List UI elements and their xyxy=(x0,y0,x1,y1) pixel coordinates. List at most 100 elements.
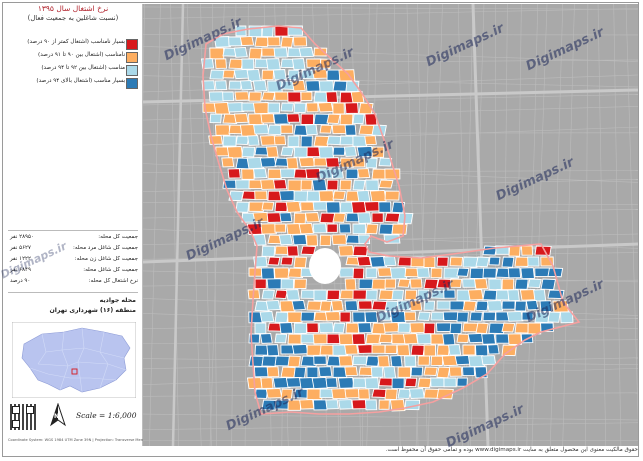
block-polygon[interactable] xyxy=(378,179,394,189)
block-polygon[interactable] xyxy=(247,135,260,146)
block-polygon[interactable] xyxy=(456,311,469,323)
block-polygon[interactable] xyxy=(473,278,489,290)
block-polygon[interactable] xyxy=(344,344,359,355)
block-polygon[interactable] xyxy=(287,333,304,345)
block-polygon[interactable] xyxy=(280,344,295,355)
block-polygon[interactable] xyxy=(423,278,439,290)
block-polygon[interactable] xyxy=(313,113,330,126)
block-polygon[interactable] xyxy=(396,300,411,311)
block-polygon[interactable] xyxy=(332,102,345,115)
block-polygon[interactable] xyxy=(306,322,319,334)
block-polygon[interactable] xyxy=(430,311,445,321)
block-polygon[interactable] xyxy=(280,102,294,112)
block-polygon[interactable] xyxy=(357,344,375,354)
block-polygon[interactable] xyxy=(312,223,327,234)
block-polygon[interactable] xyxy=(274,289,288,300)
block-polygon[interactable] xyxy=(357,300,373,310)
block-polygon[interactable] xyxy=(423,388,440,399)
block-polygon[interactable] xyxy=(365,179,379,191)
block-polygon[interactable] xyxy=(332,146,346,156)
block-polygon[interactable] xyxy=(469,311,483,322)
block-polygon[interactable] xyxy=(442,311,460,321)
block-polygon[interactable] xyxy=(383,322,400,333)
block-polygon[interactable] xyxy=(209,47,225,60)
block-polygon[interactable] xyxy=(352,135,367,147)
block-polygon[interactable] xyxy=(267,168,283,179)
block-polygon[interactable] xyxy=(252,80,268,92)
block-polygon[interactable] xyxy=(318,322,335,334)
block-polygon[interactable] xyxy=(272,69,287,81)
block-polygon[interactable] xyxy=(430,377,445,388)
block-polygon[interactable] xyxy=(404,289,418,301)
block-polygon[interactable] xyxy=(358,278,375,290)
block-polygon[interactable] xyxy=(423,256,436,268)
block-polygon[interactable] xyxy=(261,91,276,101)
block-polygon[interactable] xyxy=(352,355,368,366)
block-polygon[interactable] xyxy=(514,300,527,312)
block-polygon[interactable] xyxy=(338,267,355,278)
block-polygon[interactable] xyxy=(304,212,320,223)
block-polygon[interactable] xyxy=(501,256,515,268)
block-polygon[interactable] xyxy=(462,300,477,312)
block-polygon[interactable] xyxy=(319,212,336,224)
block-polygon[interactable] xyxy=(293,146,309,158)
block-polygon[interactable] xyxy=(291,58,306,71)
block-polygon[interactable] xyxy=(273,47,288,58)
block-polygon[interactable] xyxy=(299,399,315,410)
block-polygon[interactable] xyxy=(274,201,289,213)
block-polygon[interactable] xyxy=(338,223,352,234)
block-polygon[interactable] xyxy=(306,300,323,311)
block-polygon[interactable] xyxy=(208,91,225,102)
block-polygon[interactable] xyxy=(239,80,253,91)
block-polygon[interactable] xyxy=(326,289,341,300)
block-polygon[interactable] xyxy=(352,311,366,323)
block-polygon[interactable] xyxy=(344,366,358,377)
block-polygon[interactable] xyxy=(241,146,256,158)
block-polygon[interactable] xyxy=(377,355,390,368)
block-polygon[interactable] xyxy=(239,36,255,47)
block-polygon[interactable] xyxy=(287,91,302,103)
block-polygon[interactable] xyxy=(280,278,295,290)
block-polygon[interactable] xyxy=(364,311,379,323)
block-polygon[interactable] xyxy=(397,322,411,333)
block-polygon[interactable] xyxy=(447,344,462,356)
block-polygon[interactable] xyxy=(417,289,429,301)
block-polygon[interactable] xyxy=(350,90,365,104)
block-polygon[interactable] xyxy=(365,289,378,301)
block-polygon[interactable] xyxy=(274,245,290,255)
block-polygon[interactable] xyxy=(226,102,245,113)
block-polygon[interactable] xyxy=(443,377,457,388)
block-polygon[interactable] xyxy=(318,80,335,93)
block-polygon[interactable] xyxy=(331,168,344,179)
block-polygon[interactable] xyxy=(306,344,323,356)
block-polygon[interactable] xyxy=(391,377,405,390)
block-polygon[interactable] xyxy=(339,113,354,126)
block-polygon[interactable] xyxy=(449,322,463,335)
block-polygon[interactable] xyxy=(501,322,516,333)
block-polygon[interactable] xyxy=(365,223,379,235)
block-polygon[interactable] xyxy=(378,157,393,167)
block-polygon[interactable] xyxy=(436,366,451,379)
block-polygon[interactable] xyxy=(300,311,316,322)
block-polygon[interactable] xyxy=(222,135,237,147)
block-polygon[interactable] xyxy=(378,399,390,410)
block-polygon[interactable] xyxy=(482,289,499,301)
block-polygon[interactable] xyxy=(267,36,281,47)
block-polygon[interactable] xyxy=(248,47,263,60)
block-polygon[interactable] xyxy=(260,179,276,190)
block-polygon[interactable] xyxy=(317,101,334,113)
block-polygon[interactable] xyxy=(423,344,437,357)
block-polygon[interactable] xyxy=(462,278,476,288)
block-polygon[interactable] xyxy=(235,201,250,213)
block-polygon[interactable] xyxy=(521,311,534,321)
block-polygon[interactable] xyxy=(391,289,404,301)
block-polygon[interactable] xyxy=(404,355,417,367)
block-polygon[interactable] xyxy=(325,91,338,103)
block-polygon[interactable] xyxy=(266,278,284,290)
block-polygon[interactable] xyxy=(417,377,432,389)
block-polygon[interactable] xyxy=(292,36,308,47)
block-polygon[interactable] xyxy=(371,344,386,354)
block-polygon[interactable] xyxy=(456,377,468,387)
block-polygon[interactable] xyxy=(409,322,426,334)
block-polygon[interactable] xyxy=(527,322,542,335)
